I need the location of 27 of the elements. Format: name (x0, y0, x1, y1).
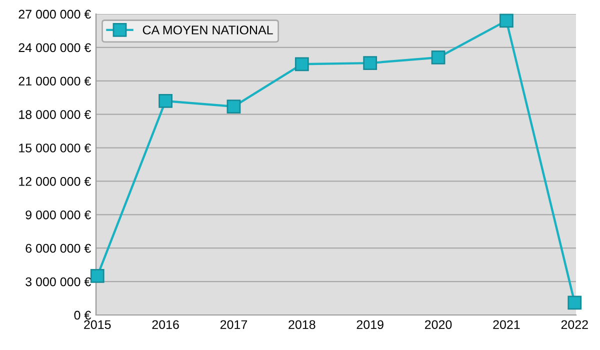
y-tick-label: 6 000 000 € (26, 244, 91, 253)
point (500, 14, 514, 28)
point (294, 57, 309, 72)
point (226, 100, 241, 114)
y-tick-label: 27 000 000 € (18, 10, 91, 19)
x-tick-label: 2016 (152, 320, 179, 330)
y-tick-label: 9 000 000 € (26, 210, 91, 220)
y-tick-label: 15 000 000 € (19, 144, 91, 152)
point (363, 56, 378, 70)
x-tick-label: 2017 (220, 320, 248, 330)
x-tick-label: 2022 (561, 320, 588, 330)
point (158, 94, 172, 108)
y-tick-label: 18 000 000 € (19, 110, 91, 119)
legend-label: CA MOYEN NATIONAL (142, 26, 273, 34)
y-tick-label: 24 000 000 € (18, 43, 91, 52)
point (431, 50, 446, 64)
x-tick-label: 2015 (84, 320, 111, 330)
point (90, 269, 104, 283)
y-tick-label: 12 000 000 € (19, 177, 91, 186)
x-tick-label: 2021 (493, 320, 520, 330)
y-tick-label: 3 000 000 € (26, 277, 91, 286)
x-tick-label: 2020 (425, 320, 452, 330)
x-tick-label: 2018 (288, 320, 316, 330)
point (568, 296, 582, 310)
x-tick-label: 2019 (356, 320, 384, 330)
y-tick-label: 21 000 000 € (18, 76, 91, 86)
y-tick-label: 0 € (74, 310, 91, 320)
